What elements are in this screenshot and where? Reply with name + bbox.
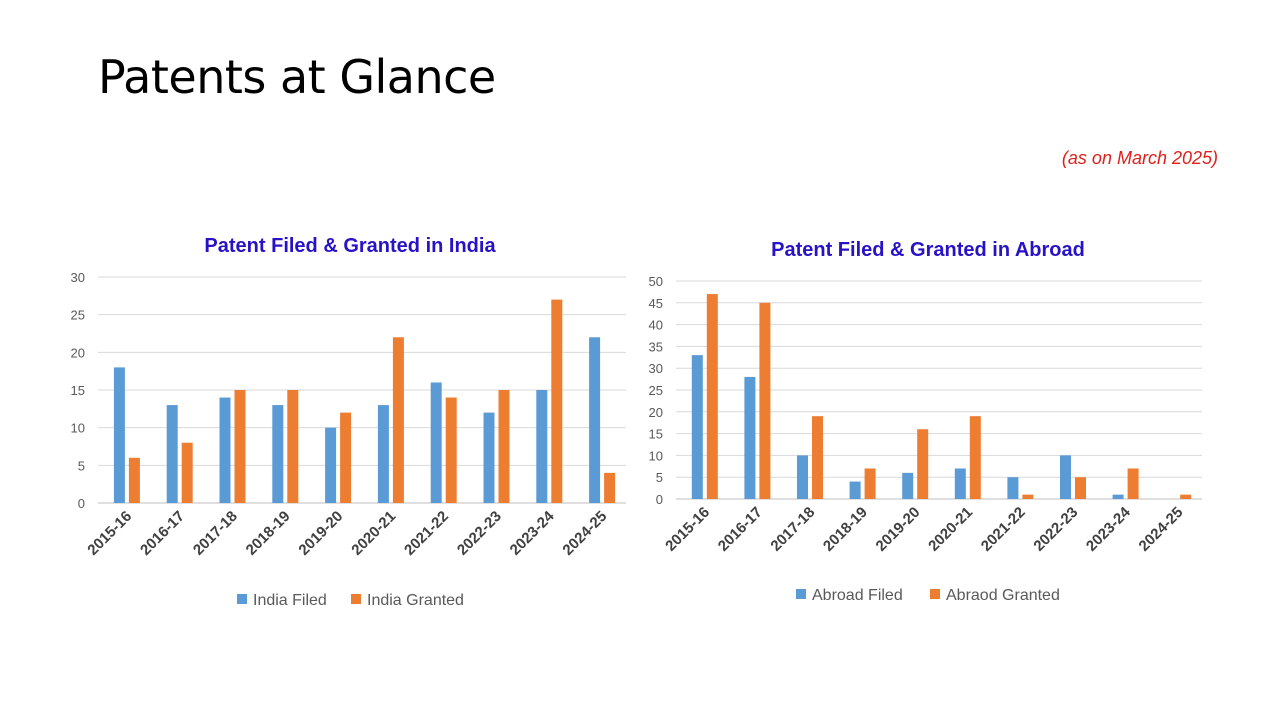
x-tick-label: 2024-25 xyxy=(559,508,610,559)
x-tick-label: 2017-18 xyxy=(190,508,241,559)
y-tick-label: 15 xyxy=(71,383,85,398)
bar-filed xyxy=(1007,477,1019,499)
bar-granted xyxy=(1075,477,1086,499)
as-on-date-note: (as on March 2025) xyxy=(1061,148,1218,168)
x-tick-label: 2015-16 xyxy=(84,508,135,559)
bar-filed xyxy=(797,455,808,499)
y-tick-label: 45 xyxy=(649,296,663,311)
chart-title: Patent Filed & Granted in Abroad xyxy=(771,239,1085,261)
bar-filed xyxy=(430,382,442,503)
y-tick-label: 20 xyxy=(71,345,85,360)
x-tick-label: 2022-23 xyxy=(1030,504,1081,555)
bar-filed xyxy=(536,390,548,503)
y-tick-label: 25 xyxy=(649,383,663,398)
bar-granted xyxy=(234,390,246,503)
bar-granted xyxy=(128,457,140,503)
x-tick-label: 2019-20 xyxy=(295,508,346,559)
y-tick-label: 5 xyxy=(78,458,85,473)
y-tick-label: 0 xyxy=(78,496,85,511)
bar-granted xyxy=(1022,494,1034,499)
bar-filed xyxy=(744,376,756,499)
bar-granted xyxy=(864,468,876,499)
bar-filed xyxy=(219,397,231,503)
abroad-patents-chart: Patent Filed & Granted in Abroad 0 5 10 15 20… xyxy=(649,239,1202,604)
bar-filed xyxy=(483,412,495,503)
legend-label-filed: Abroad Filed xyxy=(812,587,903,604)
x-tick-label: 2018-19 xyxy=(243,508,294,559)
x-tick-label: 2022-23 xyxy=(454,508,505,559)
bar-granted xyxy=(445,397,457,503)
bar-granted xyxy=(551,299,563,503)
bar-granted xyxy=(392,337,404,503)
y-tick-label: 25 xyxy=(71,308,85,323)
x-tick-label: 2023-24 xyxy=(1083,503,1134,554)
bar-filed xyxy=(849,481,861,499)
chart-title: Patent Filed & Granted in India xyxy=(204,235,496,257)
legend-swatch-filed xyxy=(796,589,806,599)
x-tick-label: 2015-16 xyxy=(662,504,713,555)
x-tick-label: 2016-17 xyxy=(137,508,188,559)
y-tick-label: 30 xyxy=(71,270,85,285)
bar-granted xyxy=(181,442,193,503)
y-tick-label: 15 xyxy=(649,427,663,442)
legend-swatch-granted xyxy=(930,589,940,599)
bar-granted xyxy=(706,294,718,499)
x-tick-label: 2020-21 xyxy=(348,508,399,559)
bar-filed xyxy=(589,337,601,503)
x-tick-label: 2017-18 xyxy=(767,504,818,555)
x-tick-label: 2021-22 xyxy=(978,504,1029,555)
bar-granted xyxy=(498,390,510,503)
x-tick-label: 2024-25 xyxy=(1136,504,1187,555)
bar-filed xyxy=(377,405,389,503)
x-tick-label: 2023-24 xyxy=(507,507,558,558)
bar-filed xyxy=(1060,455,1071,499)
x-tick-label: 2018-19 xyxy=(820,504,871,555)
x-tick-label: 2019-20 xyxy=(873,504,924,555)
y-tick-label: 10 xyxy=(71,421,85,436)
bar-filed xyxy=(272,405,284,503)
bar-granted xyxy=(917,429,929,499)
bar-granted xyxy=(969,416,981,499)
bar-granted xyxy=(340,412,352,503)
y-tick-label: 30 xyxy=(649,361,663,376)
bar-filed xyxy=(902,472,914,499)
y-tick-label: 5 xyxy=(656,470,663,485)
x-tick-label: 2020-21 xyxy=(925,504,976,555)
bar-granted xyxy=(812,416,823,499)
bar-granted xyxy=(759,302,771,499)
y-tick-label: 35 xyxy=(649,339,663,354)
y-tick-label: 10 xyxy=(649,448,663,463)
bar-granted xyxy=(287,390,299,503)
slide-title: Patents at Glance xyxy=(98,50,496,104)
india-patents-chart: Patent Filed & Granted in India051015202… xyxy=(71,235,626,609)
y-tick-label: 20 xyxy=(649,405,663,420)
y-tick-label: 40 xyxy=(649,318,663,333)
bar-granted xyxy=(604,472,616,503)
bar-filed xyxy=(166,405,178,503)
bar-filed xyxy=(691,355,703,499)
x-tick-label: 2016-17 xyxy=(715,504,766,555)
legend-label-granted: Abraod Granted xyxy=(946,587,1060,604)
legend-label-filed: India Filed xyxy=(253,592,327,609)
bar-filed xyxy=(113,367,125,503)
x-tick-label: 2021-22 xyxy=(401,508,452,559)
bar-granted xyxy=(1180,494,1192,499)
bar-filed xyxy=(1112,494,1124,499)
bar-filed xyxy=(954,468,966,499)
bar-filed xyxy=(325,427,337,503)
legend-label-granted: India Granted xyxy=(367,592,464,609)
y-tick-label: 50 xyxy=(649,274,663,289)
bar-granted xyxy=(1127,468,1139,499)
legend-swatch-granted xyxy=(351,594,361,604)
legend-swatch-filed xyxy=(237,594,247,604)
y-tick-label: 0 xyxy=(656,492,663,507)
